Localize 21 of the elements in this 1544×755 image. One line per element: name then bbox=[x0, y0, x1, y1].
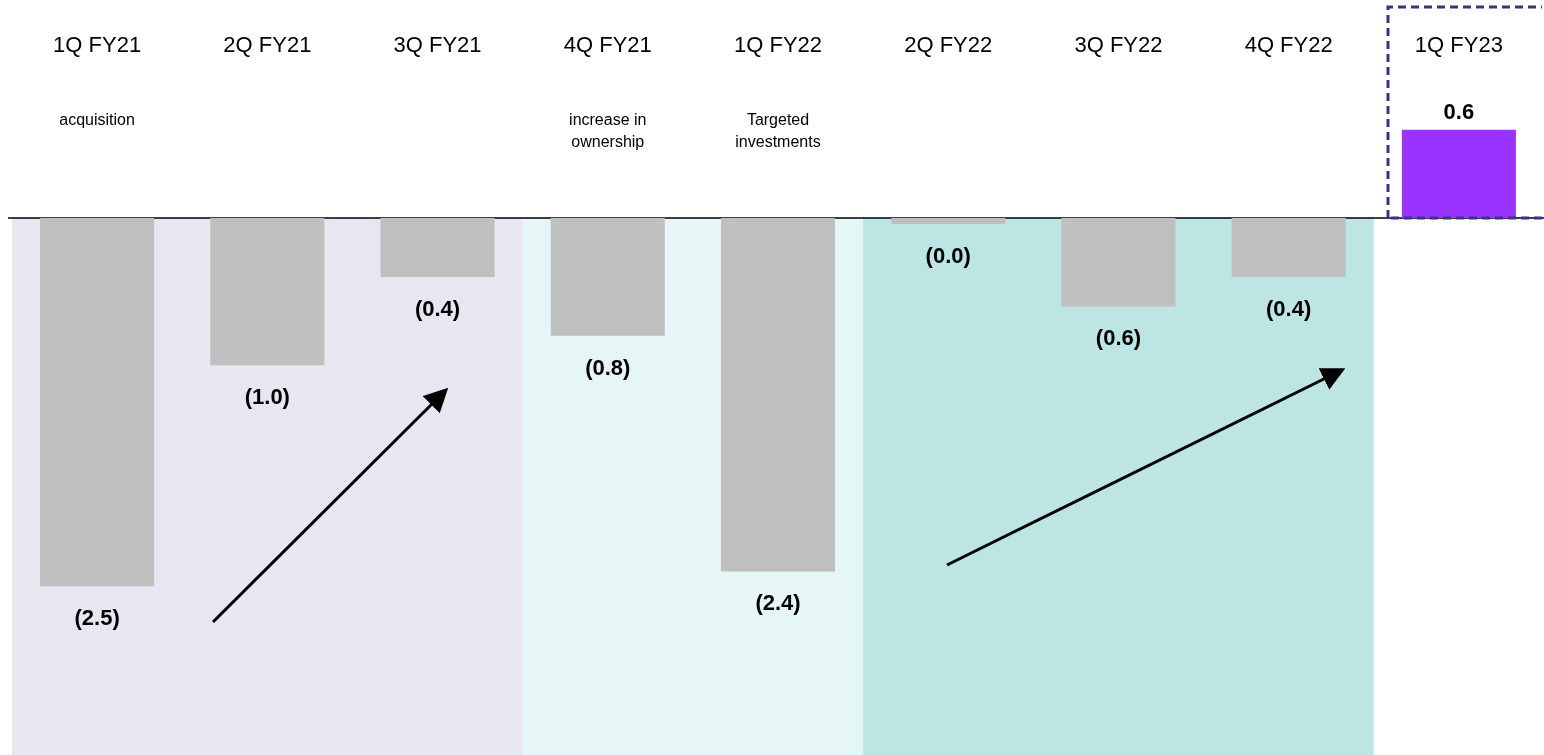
data-label: 0.6 bbox=[1443, 98, 1475, 124]
x-tick-label: 3Q FY22 bbox=[1074, 32, 1163, 58]
x-tick-label: 1Q FY22 bbox=[733, 32, 823, 58]
data-label: (0.4) bbox=[1266, 296, 1312, 322]
text: acquisition bbox=[59, 110, 135, 128]
data-label: (1.0) bbox=[244, 384, 290, 410]
x-tick-label: 1Q FY21 bbox=[53, 32, 142, 58]
x-tick-label: 4Q FY21 bbox=[563, 32, 652, 58]
annotation: increase in ownership bbox=[569, 110, 647, 150]
data-label: (0.0) bbox=[925, 243, 971, 269]
x-tick-label: 4Q FY22 bbox=[1244, 32, 1333, 58]
x-tick-label: 2Q FY22 bbox=[904, 32, 993, 58]
data-label: (2.4) bbox=[755, 590, 801, 616]
data-label: (2.5) bbox=[74, 605, 120, 631]
x-tick-label: 1Q FY23 bbox=[1414, 32, 1503, 58]
data-label: (0.8) bbox=[585, 354, 631, 380]
data-label: (0.6) bbox=[1095, 325, 1142, 351]
data-label: (0.4) bbox=[414, 296, 461, 322]
x-tick-label: 2Q FY21 bbox=[223, 32, 312, 58]
annotation: Targeted investments bbox=[735, 110, 821, 150]
x-tick-label: 3Q FY21 bbox=[393, 32, 482, 58]
